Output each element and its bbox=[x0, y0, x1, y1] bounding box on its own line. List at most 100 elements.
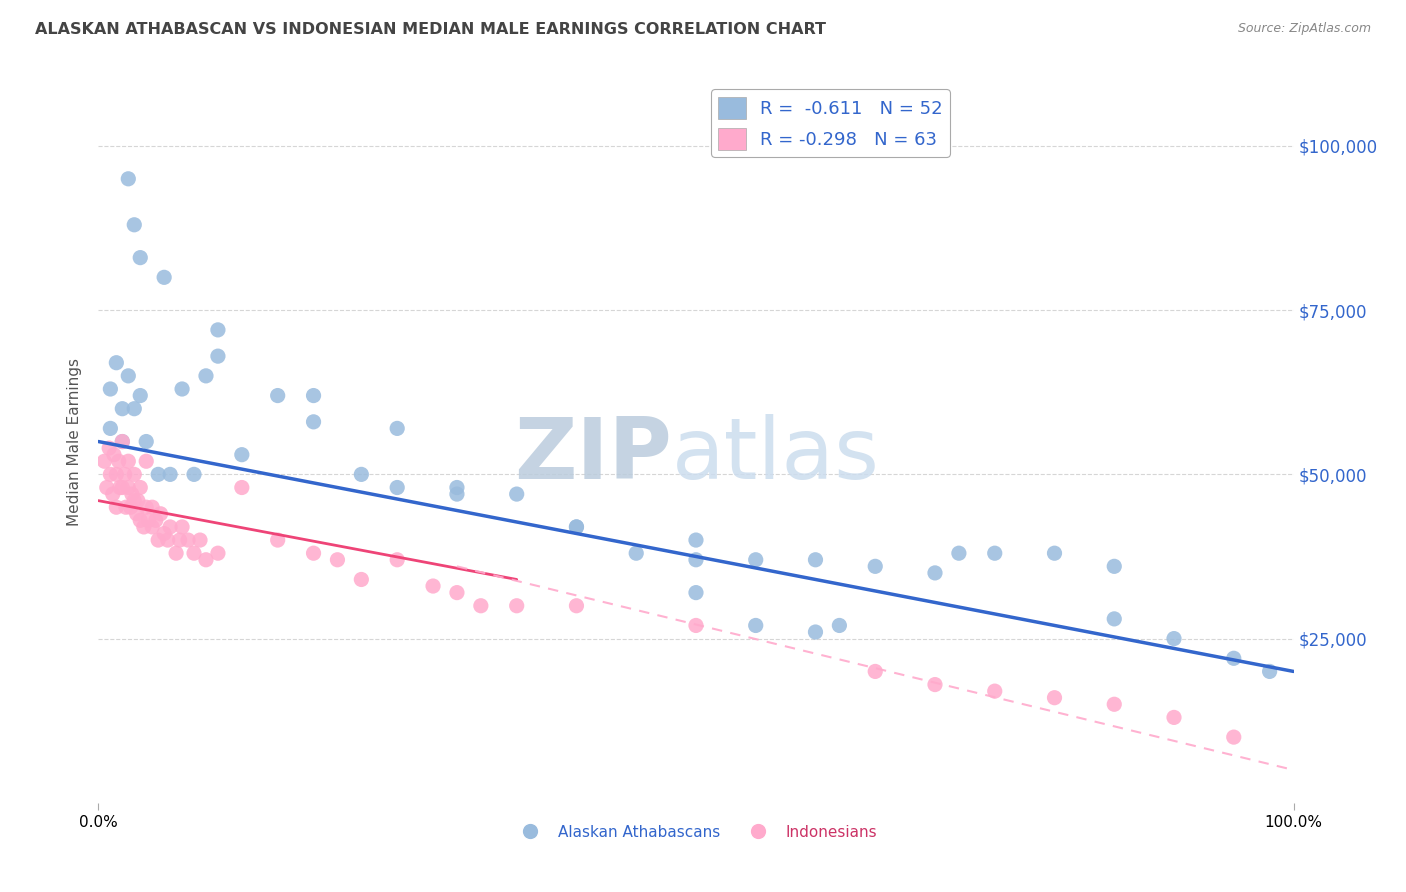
Point bbox=[385, 421, 409, 435]
Point bbox=[1104, 698, 1126, 712]
Point bbox=[153, 526, 176, 541]
Point bbox=[188, 533, 211, 547]
Point bbox=[865, 559, 887, 574]
Point bbox=[1223, 651, 1246, 665]
Point bbox=[1104, 612, 1126, 626]
Point bbox=[267, 388, 290, 402]
Point bbox=[148, 467, 170, 482]
Point bbox=[129, 251, 152, 265]
Point bbox=[98, 382, 122, 396]
Point bbox=[745, 618, 768, 632]
Point bbox=[1043, 690, 1066, 705]
Point bbox=[105, 467, 128, 482]
Point bbox=[685, 618, 707, 632]
Point bbox=[984, 684, 1007, 698]
Point bbox=[124, 467, 146, 482]
Point bbox=[159, 520, 181, 534]
Point bbox=[565, 520, 588, 534]
Point bbox=[124, 493, 146, 508]
Point bbox=[984, 546, 1007, 560]
Point bbox=[135, 500, 157, 515]
Point bbox=[565, 599, 588, 613]
Point bbox=[124, 218, 146, 232]
Point bbox=[93, 454, 115, 468]
Point bbox=[159, 467, 181, 482]
Point bbox=[169, 533, 191, 547]
Point bbox=[153, 270, 176, 285]
Point bbox=[177, 533, 200, 547]
Point bbox=[101, 487, 124, 501]
Point bbox=[105, 500, 128, 515]
Point bbox=[96, 481, 118, 495]
Point bbox=[120, 500, 142, 515]
Point bbox=[1163, 710, 1185, 724]
Text: ALASKAN ATHABASCAN VS INDONESIAN MEDIAN MALE EARNINGS CORRELATION CHART: ALASKAN ATHABASCAN VS INDONESIAN MEDIAN … bbox=[35, 22, 827, 37]
Point bbox=[385, 481, 409, 495]
Point bbox=[129, 513, 152, 527]
Point bbox=[207, 546, 229, 560]
Text: Source: ZipAtlas.com: Source: ZipAtlas.com bbox=[1237, 22, 1371, 36]
Point bbox=[114, 467, 136, 482]
Point bbox=[117, 368, 139, 383]
Point bbox=[1104, 559, 1126, 574]
Point bbox=[948, 546, 970, 560]
Point bbox=[685, 553, 707, 567]
Point bbox=[626, 546, 648, 560]
Point bbox=[98, 421, 122, 435]
Point bbox=[117, 481, 139, 495]
Point bbox=[111, 481, 134, 495]
Point bbox=[98, 441, 121, 455]
Point bbox=[1163, 632, 1185, 646]
Point bbox=[302, 546, 325, 560]
Point bbox=[924, 566, 946, 580]
Point bbox=[446, 585, 468, 599]
Point bbox=[506, 487, 529, 501]
Point bbox=[107, 454, 129, 468]
Point bbox=[231, 481, 253, 495]
Point bbox=[804, 625, 827, 640]
Point bbox=[121, 487, 143, 501]
Point bbox=[111, 434, 134, 449]
Point bbox=[183, 546, 205, 560]
Point bbox=[195, 368, 218, 383]
Point bbox=[135, 434, 157, 449]
Point bbox=[132, 520, 155, 534]
Point bbox=[183, 467, 205, 482]
Point bbox=[125, 507, 148, 521]
Point bbox=[129, 481, 152, 495]
Point bbox=[172, 382, 194, 396]
Point bbox=[1258, 665, 1281, 679]
Point bbox=[470, 599, 492, 613]
Point bbox=[828, 618, 851, 632]
Point bbox=[117, 454, 139, 468]
Point bbox=[111, 434, 134, 449]
Point bbox=[326, 553, 349, 567]
Point bbox=[1223, 730, 1246, 744]
Point bbox=[195, 553, 218, 567]
Point bbox=[565, 520, 588, 534]
Point bbox=[145, 513, 167, 527]
Point bbox=[865, 665, 887, 679]
Point bbox=[422, 579, 444, 593]
Point bbox=[446, 487, 468, 501]
Point bbox=[127, 493, 149, 508]
Point bbox=[111, 401, 134, 416]
Point bbox=[129, 388, 152, 402]
Point bbox=[115, 500, 138, 515]
Point bbox=[141, 500, 163, 515]
Point bbox=[141, 520, 163, 534]
Point bbox=[105, 356, 128, 370]
Point bbox=[103, 448, 125, 462]
Point bbox=[117, 171, 139, 186]
Point bbox=[804, 553, 827, 567]
Point bbox=[745, 553, 768, 567]
Point bbox=[446, 481, 468, 495]
Point bbox=[350, 467, 373, 482]
Point bbox=[1043, 546, 1066, 560]
Point bbox=[685, 533, 707, 547]
Point bbox=[98, 467, 122, 482]
Point bbox=[506, 599, 529, 613]
Point bbox=[924, 677, 946, 691]
Point bbox=[350, 573, 373, 587]
Point bbox=[165, 546, 187, 560]
